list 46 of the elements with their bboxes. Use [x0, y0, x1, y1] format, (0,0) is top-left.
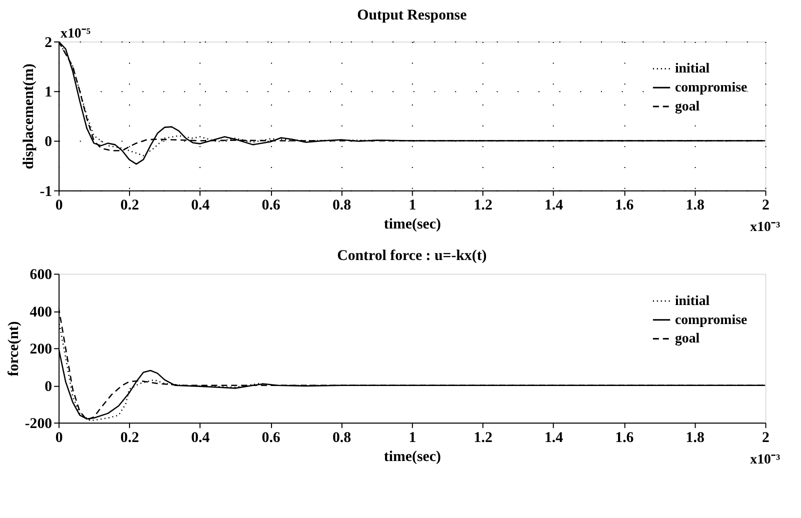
x-tick-label: 0.6 — [262, 198, 280, 214]
text: x10⁻³ — [750, 220, 780, 236]
y-tick-label: 200 — [30, 342, 52, 358]
x-tick-label: 1 — [408, 198, 416, 214]
legend-label: goal — [674, 332, 700, 347]
y-tick-label: 400 — [30, 304, 52, 320]
x-tick-label: 2 — [762, 198, 770, 214]
legend-label: compromise — [674, 80, 748, 96]
legend-label: compromise — [674, 312, 748, 328]
x-tick-label: 0 — [55, 430, 63, 446]
x-tick-label: 0 — [55, 198, 63, 214]
legend-label: goal — [674, 99, 700, 114]
x-tick-label: 1.4 — [544, 430, 564, 446]
x-tick-label: 1.8 — [686, 198, 704, 214]
x-tick-label: 1 — [408, 430, 416, 446]
y-tick-label: -1 — [40, 184, 52, 200]
y-tick-label: 600 — [30, 267, 52, 284]
text: x10⁻⁵ — [60, 26, 91, 42]
x-tick-label: 0.6 — [262, 430, 280, 446]
x-tick-label: 0.4 — [191, 198, 210, 214]
y-tick-label: 0 — [44, 378, 52, 395]
x-tick-label: 0.8 — [332, 198, 352, 214]
y-tick-label: -200 — [24, 416, 52, 432]
chart-title: Output Response — [357, 8, 468, 24]
y-axis-title: displacement(m) — [20, 63, 37, 170]
x-axis-title: time(sec) — [384, 216, 441, 233]
text: x10⁻³ — [750, 452, 780, 468]
chart-title: Control force : u=-kx(t) — [337, 248, 487, 264]
legend-label: initial — [674, 62, 710, 77]
x-tick-label: 1.4 — [544, 198, 564, 214]
x-tick-label: 2 — [762, 430, 770, 446]
y-tick-label: 0 — [44, 134, 52, 150]
x-tick-label: 0.2 — [120, 430, 140, 446]
y-axis-title: force(nt) — [6, 321, 22, 376]
x-tick-label: 1.2 — [474, 430, 492, 446]
x-tick-label: 0.4 — [191, 430, 210, 446]
y-tick-label: 1 — [44, 84, 52, 101]
x-tick-label: 0.8 — [332, 430, 352, 446]
x-tick-label: 1.6 — [615, 430, 634, 446]
x-tick-label: 0.2 — [120, 198, 140, 214]
x-tick-label: 1.6 — [615, 198, 634, 214]
x-axis-title: time(sec) — [384, 448, 441, 465]
x-tick-label: 1.2 — [474, 198, 492, 214]
legend-label: initial — [674, 294, 710, 309]
x-tick-label: 1.8 — [686, 430, 704, 446]
y-tick-label: 2 — [44, 34, 52, 51]
